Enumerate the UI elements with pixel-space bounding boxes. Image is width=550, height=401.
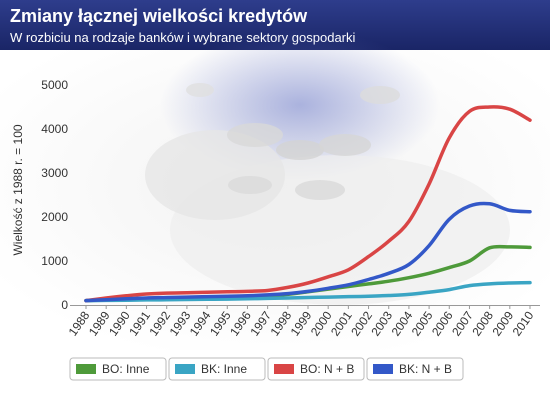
chart-title: Zmiany łącznej wielkości kredytów bbox=[10, 6, 308, 26]
legend-item-box bbox=[267, 357, 365, 381]
y-axis-label: Wielkość z 1988 r. = 100 bbox=[11, 124, 25, 255]
legend-item-box bbox=[168, 357, 266, 381]
legend-label: BK: Inne bbox=[201, 362, 247, 376]
series-line-bo-n-b bbox=[84, 105, 532, 303]
series-line-bk-inne bbox=[84, 280, 532, 303]
y-tick-label: 0 bbox=[61, 298, 68, 312]
legend: BO: Inne BK: Inne BO: N + B BK: N + B bbox=[69, 357, 464, 381]
background-illustration bbox=[0, 30, 550, 350]
legend-swatch bbox=[175, 364, 195, 374]
legend-item: BO: Inne bbox=[69, 357, 167, 381]
y-tick-label: 5000 bbox=[41, 78, 68, 92]
legend-item-box bbox=[69, 357, 167, 381]
y-tick-label: 2000 bbox=[41, 210, 68, 224]
legend-label: BO: N + B bbox=[300, 362, 354, 376]
legend-swatch bbox=[274, 364, 294, 374]
legend-swatch bbox=[373, 364, 393, 374]
legend-label: BK: N + B bbox=[399, 362, 452, 376]
series-lines bbox=[84, 105, 532, 303]
y-tick-label: 3000 bbox=[41, 166, 68, 180]
y-axis-ticks: 0 1000 2000 3000 4000 5000 bbox=[41, 78, 68, 312]
y-tick-label: 1000 bbox=[41, 254, 68, 268]
legend-item-box bbox=[366, 357, 464, 381]
legend-label: BO: Inne bbox=[102, 362, 150, 376]
legend-item: BK: N + B bbox=[366, 357, 464, 381]
legend-item: BO: N + B bbox=[267, 357, 365, 381]
legend-swatch bbox=[76, 364, 96, 374]
legend-item: BK: Inne bbox=[168, 357, 266, 381]
series-line-bk-n-b bbox=[84, 201, 532, 303]
y-tick-label: 4000 bbox=[41, 122, 68, 136]
